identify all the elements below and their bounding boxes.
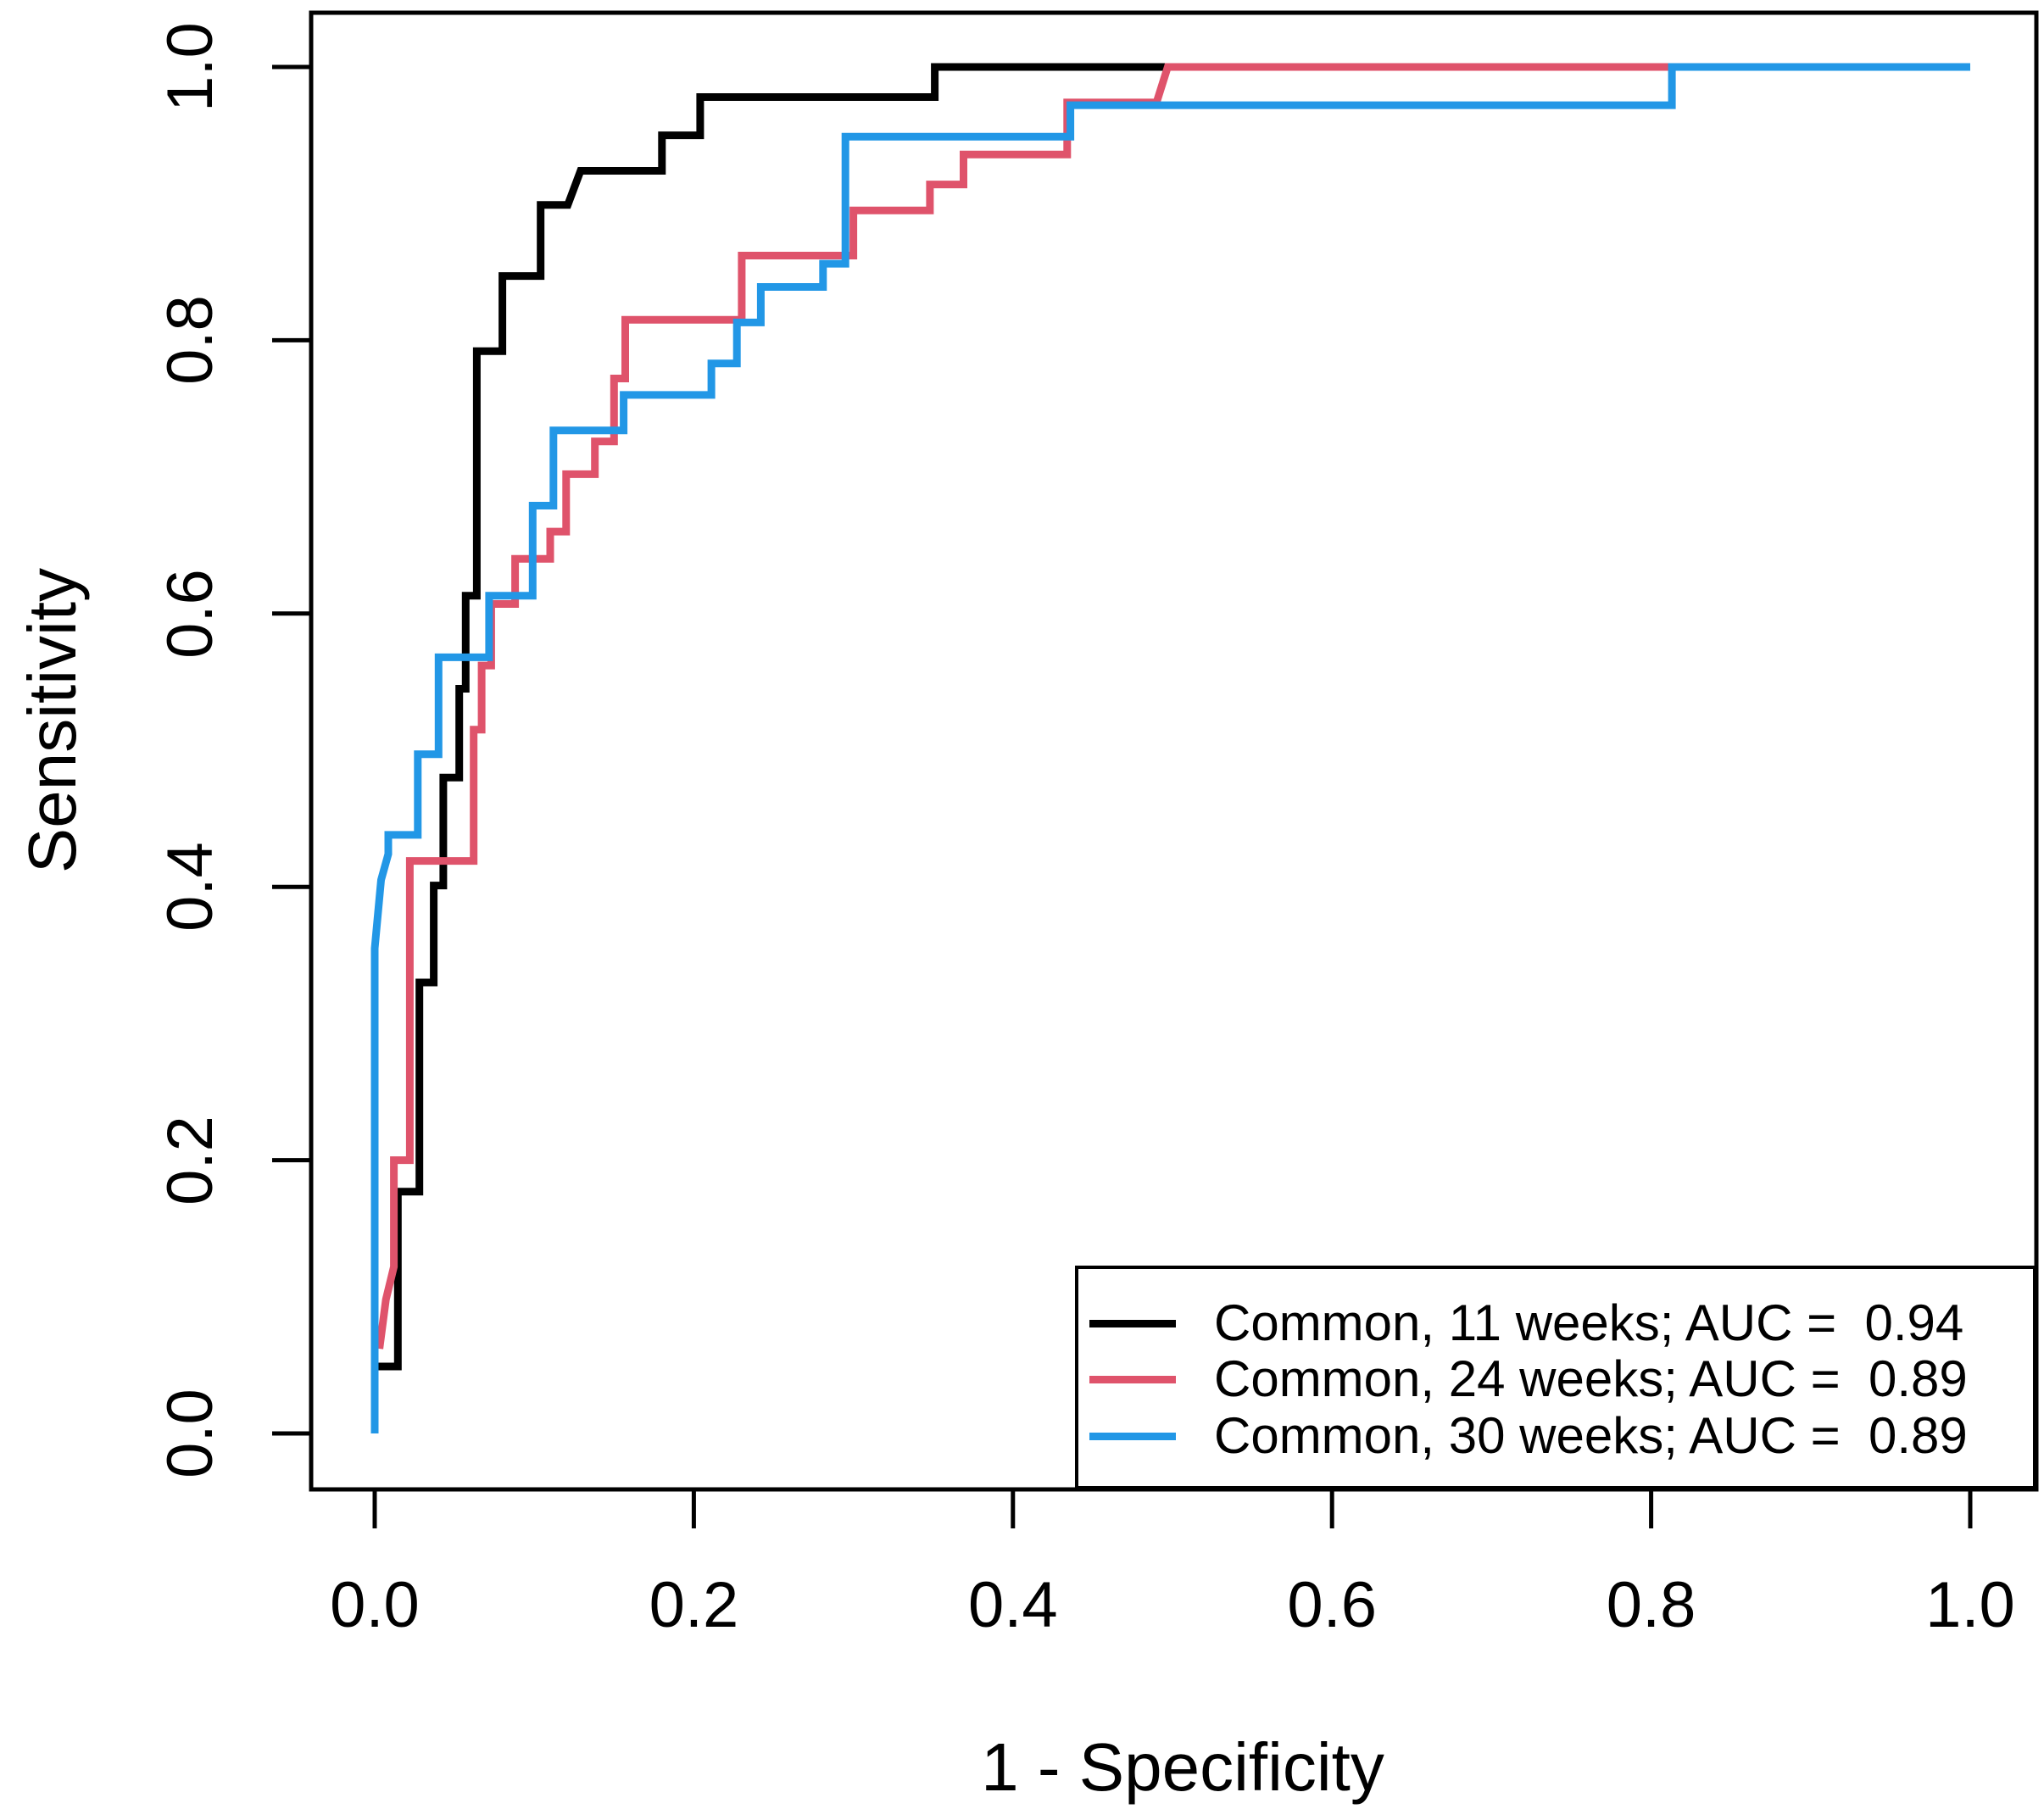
plot-frame (309, 10, 2039, 1492)
legend-line-sample-pink (1089, 1376, 1176, 1383)
legend-label: Common, 30 weeks; AUC = 0.89 (1214, 1407, 1968, 1464)
roc-curve-blue (370, 63, 1970, 1433)
y-axis-title: Sensitivity (14, 567, 90, 874)
y-tick-label: 0.8 (154, 295, 226, 386)
x-tick-label: 0.0 (330, 1569, 420, 1641)
x-tick-label: 1.0 (1925, 1569, 2015, 1641)
roc-curve-black (377, 63, 1970, 1371)
y-tick-label: 1.0 (154, 22, 226, 112)
legend-label: Common, 24 weeks; AUC = 0.89 (1214, 1350, 1968, 1407)
legend-label: Common, 11 weeks; AUC = 0.94 (1214, 1294, 1964, 1351)
x-tick-label: 0.6 (1287, 1569, 1378, 1641)
y-tick-label: 0.2 (154, 1115, 226, 1205)
x-axis-title: 1 - Specificity (981, 1729, 1384, 1805)
x-tick-label: 0.2 (649, 1569, 739, 1641)
legend-line-sample-black (1089, 1320, 1176, 1327)
y-tick-label: 0.0 (154, 1389, 226, 1478)
y-tick-label: 0.6 (154, 568, 226, 659)
legend: Common, 11 weeks; AUC = 0.94 Common, 24 … (1075, 1266, 2036, 1489)
x-tick-label: 0.8 (1606, 1569, 1696, 1641)
y-tick-label: 0.4 (154, 842, 226, 932)
roc-curve-pink (376, 63, 1970, 1350)
x-tick-label: 0.4 (967, 1569, 1058, 1641)
legend-line-sample-blue (1089, 1433, 1176, 1440)
